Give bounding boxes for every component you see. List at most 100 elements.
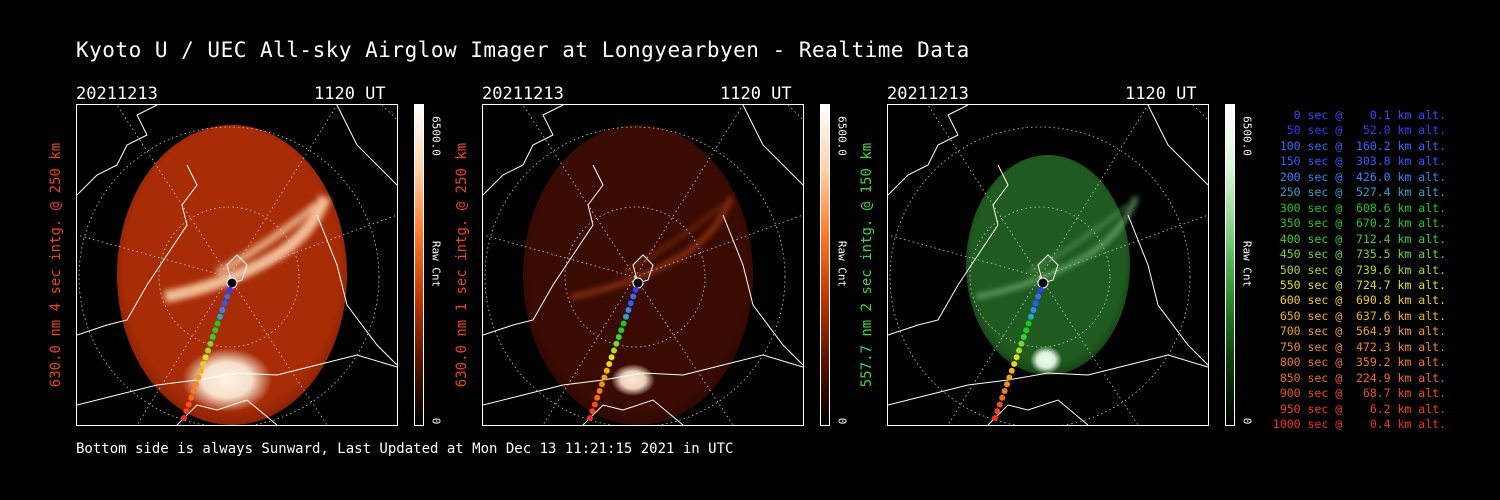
auroral-arc-2 (1027, 203, 1129, 275)
trajectory-point (611, 347, 617, 354)
trajectory-point (996, 401, 1003, 408)
legend-entry: 350 sec @ 670.2 km alt. (1279, 216, 1446, 231)
trajectory-point (615, 334, 622, 340)
side-label-text: 630.0 nm 1 sec intg. @ 250 km (454, 142, 470, 388)
graticule (77, 105, 397, 425)
imager-panel-1: 20211213 1120 UT 630.0 nm 4 sec intg. @ … (48, 84, 486, 430)
trajectory-point (1016, 347, 1022, 354)
trajectory-point (183, 408, 190, 415)
footer-note: Bottom side is always Sunward, Last Upda… (76, 441, 734, 457)
auroral-arc (975, 196, 1139, 300)
trajectory-point (591, 401, 598, 408)
legend-entry: 650 sec @ 637.6 km alt. (1279, 308, 1446, 323)
coastlines (888, 105, 1208, 425)
trajectory-point (601, 374, 608, 381)
legend-entry: 1000 sec @ 0.4 km alt. (1272, 417, 1446, 432)
legend-entry: 900 sec @ 68.7 km alt. (1279, 386, 1446, 401)
trajectory-point (217, 313, 223, 320)
colorbar-max: 6500.0 (1240, 116, 1254, 156)
trajectory-legend: 0 sec @ 0.1 km alt. 50 sec @ 52.0 km alt… (1262, 108, 1446, 433)
trajectory-point (632, 277, 644, 289)
panel-side-label: 630.0 nm 4 sec intg. @ 250 km (46, 104, 66, 426)
trajectory-point (214, 320, 221, 327)
trajectory-point (1030, 307, 1037, 313)
trajectory-point (209, 334, 216, 340)
trajectory-point (603, 367, 610, 374)
trajectory-point (193, 381, 199, 388)
panel-side-label: 557.7 nm 2 sec intg. @ 150 km (857, 104, 877, 426)
colorbar-min: 0 (835, 417, 849, 425)
trajectory-point (596, 388, 603, 394)
trajectory-point (994, 408, 1001, 415)
allsky-image (887, 104, 1209, 426)
trajectory-point (1006, 374, 1013, 381)
trajectory-point (1037, 286, 1044, 293)
trajectory-point (188, 394, 195, 401)
trajectory-point (589, 408, 596, 415)
panel-side-label: 630.0 nm 1 sec intg. @ 250 km (452, 104, 472, 426)
trajectory-point (221, 300, 228, 307)
colorbar (1225, 104, 1235, 426)
legend-entry: 500 sec @ 739.6 km alt. (1279, 262, 1446, 277)
coastlines (483, 105, 803, 425)
side-label-text: 557.7 nm 2 sec intg. @ 150 km (859, 142, 875, 388)
trajectory-point (620, 320, 627, 327)
trajectory-point (599, 381, 605, 388)
trajectory-point (1011, 361, 1018, 367)
colorbar-min: 0 (429, 417, 443, 425)
legend-entry: 750 sec @ 472.3 km alt. (1279, 339, 1446, 354)
trajectory-point (606, 361, 613, 367)
legend-entry: 150 sec @ 303.8 km alt. (1279, 154, 1446, 169)
trajectory-point (202, 354, 209, 361)
trajectory-point (630, 293, 637, 300)
trajectory-point (1028, 313, 1034, 320)
legend-entry: 950 sec @ 6.2 km alt. (1279, 401, 1446, 416)
colorbar-max: 6500.0 (429, 116, 443, 156)
legend-entry: 200 sec @ 426.0 km alt. (1279, 169, 1446, 184)
auroral-arc (163, 194, 331, 303)
panel-time: 1120 UT (720, 84, 792, 104)
legend-entry: 850 sec @ 224.9 km alt. (1279, 370, 1446, 385)
trajectory-point (212, 327, 219, 334)
colorbar-unit: Raw Cnt (835, 240, 849, 288)
trajectory-point (207, 340, 214, 347)
panel-date: 20211213 (887, 84, 969, 104)
trajectory-point (587, 415, 593, 421)
legend-entry: 50 sec @ 52.0 km alt. (1279, 123, 1446, 138)
trajectory-point (1004, 381, 1010, 388)
side-label-text: 630.0 nm 4 sec intg. @ 250 km (48, 142, 64, 388)
trajectory-point (219, 307, 226, 313)
trajectory-point (197, 367, 204, 374)
cusp-aurora (611, 364, 655, 396)
trajectory-point (608, 354, 615, 361)
trajectory-point (1008, 367, 1015, 374)
trajectory-point (632, 286, 639, 293)
panel-date: 20211213 (76, 84, 158, 104)
colorbar-unit: Raw Cnt (429, 240, 443, 288)
trajectory-point (181, 415, 187, 421)
trajectory-point (1025, 320, 1032, 327)
legend-entry: 400 sec @ 712.4 km alt. (1279, 231, 1446, 246)
page-title: Kyoto U / UEC All-sky Airglow Imager at … (76, 38, 970, 62)
colorbar (820, 104, 830, 426)
allsky-image (482, 104, 804, 426)
imager-panel-2: 20211213 1120 UT 630.0 nm 1 sec intg. @ … (454, 84, 892, 430)
legend-entry: 250 sec @ 527.4 km alt. (1279, 185, 1446, 200)
colorbar (414, 104, 424, 426)
trajectory-point (623, 313, 629, 320)
trajectory-point (200, 361, 207, 367)
coastlines (77, 105, 397, 425)
trajectory-point (627, 300, 634, 307)
legend-entry: 0 sec @ 0.1 km alt. (1279, 108, 1446, 122)
legend-entry: 450 sec @ 735.5 km alt. (1279, 247, 1446, 262)
legend-entry: 550 sec @ 724.7 km alt. (1279, 277, 1446, 292)
legend-entry: 100 sec @ 160.2 km alt. (1279, 138, 1446, 153)
graticule (483, 105, 803, 425)
panel-time: 1120 UT (1125, 84, 1197, 104)
colorbar-unit: Raw Cnt (1240, 240, 1254, 288)
graticule (888, 105, 1208, 425)
imager-panel-3: 20211213 1120 UT 557.7 nm 2 sec intg. @ … (859, 84, 1297, 430)
trajectory-point (999, 394, 1006, 401)
colorbar-max: 6500.0 (835, 116, 849, 156)
trajectory-point (613, 340, 620, 347)
